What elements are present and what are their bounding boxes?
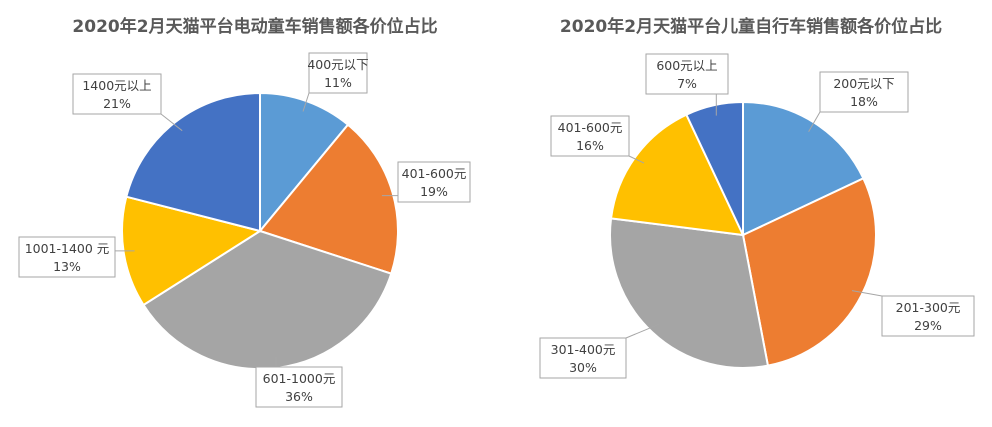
data-label-callout: 201-300元 29% bbox=[881, 295, 975, 337]
slice-percent-label: 7% bbox=[677, 76, 697, 91]
slice-percent-label: 18% bbox=[850, 94, 878, 109]
slice-category-label: 301-400元 bbox=[551, 342, 616, 357]
chart-panel-electric-cars: 2020年2月天猫平台电动童车销售额各价位占比 400元以下 11% 401-600… bbox=[18, 17, 471, 408]
slice-category-label: 601-1000元 bbox=[263, 371, 336, 386]
leader-line bbox=[808, 111, 821, 132]
slice-category-label: 600元以上 bbox=[656, 58, 717, 73]
pie-slice bbox=[609, 217, 770, 369]
slice-category-label: 1001-1400 元 bbox=[25, 241, 110, 256]
slice-percent-label: 11% bbox=[324, 75, 352, 90]
slice-percent-label: 16% bbox=[576, 138, 604, 153]
slice-percent-label: 19% bbox=[420, 184, 448, 199]
pie-slice bbox=[685, 100, 744, 236]
pie-chart-electric-cars: 400元以下 11% 401-600元 19% 601-1000元 36% 1001-140… bbox=[18, 52, 471, 408]
slice-category-label: 401-600元 bbox=[402, 166, 467, 181]
slice-percent-label: 29% bbox=[914, 318, 942, 333]
data-label-callout: 401-600元 19% bbox=[397, 161, 471, 203]
pie-slice bbox=[125, 91, 261, 233]
data-label-callout: 1400元以上 21% bbox=[72, 73, 162, 115]
data-label-callout: 401-600元 16% bbox=[550, 115, 630, 157]
pie-chart-bicycles: 200元以下 18% 201-300元 29% 301-400元 30% 401-600元 1… bbox=[539, 53, 975, 379]
data-label-callout: 301-400元 30% bbox=[539, 337, 627, 379]
pie-slice bbox=[609, 113, 745, 237]
pie-slice bbox=[258, 123, 399, 275]
slice-category-label: 201-300元 bbox=[896, 300, 961, 315]
slice-category-label: 400元以下 bbox=[307, 57, 368, 72]
pie-slice bbox=[121, 195, 263, 307]
leader-line bbox=[302, 92, 310, 112]
slice-percent-label: 21% bbox=[103, 96, 131, 111]
leader-line bbox=[625, 323, 660, 339]
leader-line bbox=[628, 155, 645, 164]
slice-category-label: 200元以下 bbox=[833, 76, 894, 91]
leader-line bbox=[851, 290, 883, 297]
slice-percent-label: 13% bbox=[53, 259, 81, 274]
slice-percent-label: 36% bbox=[285, 389, 313, 404]
slice-category-label: 401-600元 bbox=[558, 120, 623, 135]
leader-line bbox=[160, 113, 183, 132]
slice-category-label: 1400元以上 bbox=[82, 78, 151, 93]
slice-percent-label: 30% bbox=[569, 360, 597, 375]
data-label-callout: 1001-1400 元 13% bbox=[18, 236, 116, 278]
data-label-callout: 600元以上 7% bbox=[645, 53, 729, 95]
chart-panel-bicycles: 2020年2月天猫平台儿童自行车销售额各价位占比 200元以下 18% 201-30… bbox=[510, 0, 992, 427]
chart-title: 2020年2月天猫平台儿童自行车销售额各价位占比 bbox=[559, 17, 943, 37]
data-label-callout: 200元以下 18% bbox=[819, 71, 909, 113]
pie-slice bbox=[741, 177, 877, 367]
data-label-callout: 601-1000元 36% bbox=[255, 366, 343, 408]
chart-title: 2020年2月天猫平台电动童车销售额各价位占比 bbox=[72, 17, 438, 37]
data-label-callout: 400元以下 11% bbox=[307, 52, 369, 94]
